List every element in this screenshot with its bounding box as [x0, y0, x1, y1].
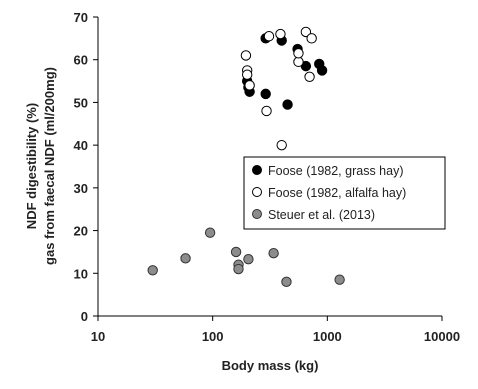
alfalfa-hay-point [276, 139, 287, 151]
steuer-point [233, 263, 244, 275]
grass-hay-point [316, 65, 328, 76]
x-tick-label: 10 [91, 329, 105, 344]
legend-marker-steuer [252, 209, 262, 219]
alfalfa-hay-point [241, 69, 253, 80]
y-tick-label: 10 [74, 266, 88, 281]
alfalfa-hay-point [275, 28, 286, 40]
steuer-point [268, 248, 279, 259]
steuer-point [281, 276, 292, 288]
steuer-point [147, 265, 158, 276]
alfalfa-hay-point [304, 71, 315, 83]
y-axis-title-line2: gas from faecal NDF (ml/200mg) [42, 67, 57, 265]
alfalfa-hay-point [293, 48, 304, 59]
legend-marker-grass-hay [252, 165, 262, 175]
x-tick-label: 100 [202, 329, 224, 344]
alfalfa-hay-point [306, 33, 317, 44]
x-tick-label: 10000 [424, 329, 460, 344]
steuer-point [334, 274, 345, 285]
alfalfa-hay-point [293, 56, 304, 68]
steuer-point [204, 227, 216, 238]
legend: Foose (1982, grass hay) Foose (1982, alf… [243, 156, 446, 230]
x-tick-label: 1000 [313, 329, 342, 344]
alfalfa-hay-point [263, 31, 275, 42]
legend-marker-alfalfa-hay [252, 187, 262, 197]
y-tick-label: 60 [74, 53, 88, 68]
y-axis-title-line1: NDF digestibility (%) [24, 103, 39, 229]
y-tick-label: 70 [74, 10, 88, 25]
steuer-point [230, 246, 242, 258]
axes [97, 17, 442, 317]
x-axis-title: Body mass (kg) [222, 358, 319, 373]
legend-label-grass-hay: Foose (1982, grass hay) [268, 164, 404, 178]
y-tick-label: 50 [74, 95, 88, 110]
legend-label-alfalfa-hay: Foose (1982, alfalfa hay) [268, 186, 406, 200]
legend-box [243, 156, 446, 230]
y-tick-label: 0 [81, 309, 88, 324]
alfalfa-hay-point [240, 50, 252, 61]
steuer-point [243, 253, 254, 265]
alfalfa-hay-point [244, 80, 255, 91]
y-tick-label: 30 [74, 181, 88, 196]
grass-hay-point [282, 99, 293, 110]
data-points [147, 26, 345, 288]
alfalfa-hay-point [261, 105, 272, 117]
y-tick-label: 40 [74, 138, 88, 153]
grass-hay-point [260, 88, 271, 100]
legend-label-steuer: Steuer et al. (2013) [268, 208, 375, 222]
alfalfa-hay-point [300, 26, 312, 38]
steuer-point [180, 253, 191, 264]
y-tick-label: 20 [74, 224, 88, 239]
